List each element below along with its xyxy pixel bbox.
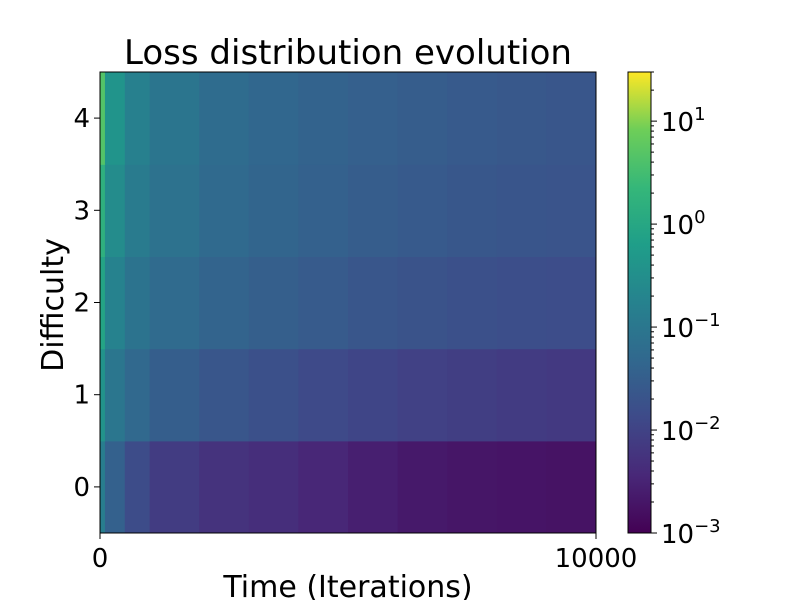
heatmap-cell [397, 348, 448, 442]
heatmap-cell [496, 72, 547, 165]
heatmap-cell [298, 72, 349, 165]
heatmap-cell [124, 256, 151, 350]
colorbar-tick-label: 10−1 [661, 310, 721, 344]
heatmap-cell [199, 348, 250, 442]
heatmap-cell [124, 348, 151, 442]
heatmap-cell [397, 440, 448, 533]
y-tick-label: 4 [73, 104, 90, 134]
heatmap-cell [149, 348, 200, 442]
colorbar-tick-label: 10−2 [661, 413, 721, 447]
y-tick-label: 3 [73, 196, 90, 226]
heatmap-cell [447, 164, 498, 257]
heatmap-cell [496, 348, 547, 442]
chart-title: Loss distribution evolution [124, 33, 572, 73]
heatmap-cell [248, 256, 299, 350]
heatmap-cell [248, 440, 299, 533]
heatmap-cell [397, 164, 448, 257]
heatmap-cell [104, 72, 126, 165]
heatmap-cell [248, 72, 299, 165]
heatmap-cells [100, 72, 596, 533]
heatmap-cell [397, 256, 448, 350]
heatmap-cell [298, 440, 349, 533]
heatmap-cell [348, 72, 399, 165]
heatmap-cell [248, 164, 299, 257]
heatmap-cell [348, 256, 399, 350]
heatmap-cell [298, 348, 349, 442]
x-tick-label: 0 [92, 544, 109, 574]
heatmap-cell [496, 440, 547, 533]
y-tick-label: 0 [73, 473, 90, 503]
heatmap-cell [100, 256, 106, 350]
heatmap-cell [100, 72, 106, 165]
heatmap-cell [199, 72, 250, 165]
heatmap-cell [124, 72, 151, 165]
heatmap-cell [298, 256, 349, 350]
heatmap-cell [104, 256, 126, 350]
heatmap-cell [199, 440, 250, 533]
heatmap-cell [100, 348, 106, 442]
colorbar-tick-label: 100 [661, 207, 706, 241]
heatmap-cell [397, 72, 448, 165]
heatmap-cell [546, 256, 596, 350]
y-tick-label: 1 [73, 381, 90, 411]
heatmap-cell [496, 164, 547, 257]
heatmap-cell [447, 256, 498, 350]
y-axis: 0 1 2 3 4 [73, 104, 100, 503]
heatmap-cell [104, 348, 126, 442]
heatmap-cell [348, 440, 399, 533]
heatmap-cell [149, 72, 200, 165]
heatmap-cell [100, 440, 106, 533]
heatmap-cell [496, 256, 547, 350]
heatmap-cell [348, 348, 399, 442]
heatmap-cell [447, 440, 498, 533]
colorbar-tick-label: 101 [661, 104, 706, 138]
heatmap-cell [447, 72, 498, 165]
heatmap-cell [546, 72, 596, 165]
heatmap-cell [546, 164, 596, 257]
x-axis-label: Time (Iterations) [222, 570, 472, 600]
y-tick-label: 2 [73, 289, 90, 319]
colorbar-ticks: 101 100 10−1 10−2 10−3 [651, 71, 721, 550]
colorbar-tick-label: 10−3 [661, 516, 721, 550]
heatmap-cell [546, 348, 596, 442]
x-axis: 0 10000 [92, 533, 638, 574]
x-tick-label: 10000 [555, 544, 638, 574]
heatmap-cell [100, 164, 106, 257]
heatmap-cell [199, 164, 250, 257]
colorbar [627, 71, 652, 534]
heatmap-cell [104, 164, 126, 257]
heatmap-cell [124, 164, 151, 257]
heatmap-cell [149, 440, 200, 533]
heatmap-cell [248, 348, 299, 442]
heatmap-cell [546, 440, 596, 533]
heatmap-cell [149, 256, 200, 350]
heatmap-cell [199, 256, 250, 350]
heatmap-cell [348, 164, 399, 257]
heatmap-cell [124, 440, 151, 533]
heatmap-cell [447, 348, 498, 442]
heatmap-cell [298, 164, 349, 257]
heatmap-cell [104, 440, 126, 533]
heatmap-cell [149, 164, 200, 257]
y-axis-label: Difficulty [36, 238, 71, 372]
